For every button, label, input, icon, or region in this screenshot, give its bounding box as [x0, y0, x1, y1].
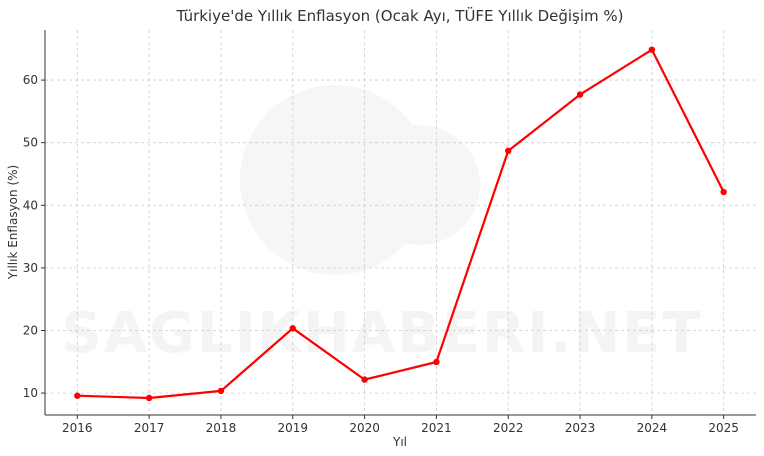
data-point: [289, 325, 296, 332]
y-tick-label: 30: [23, 261, 38, 275]
x-tick-label: 2017: [134, 421, 165, 435]
series-line: [77, 48, 725, 400]
data-point: [217, 387, 225, 395]
y-tick-label: 20: [23, 323, 38, 337]
x-tick-label: 2016: [62, 421, 93, 435]
y-tick-label: 60: [23, 73, 38, 87]
data-point: [433, 358, 440, 366]
data-point: [648, 46, 656, 53]
y-ticks: 10 20 30 40 50 60: [23, 73, 45, 400]
watermark: SAGLIKHABERI.NET: [61, 85, 702, 366]
watermark-logo-icon: [240, 85, 480, 275]
data-point: [145, 394, 153, 402]
data-point: [505, 147, 512, 155]
x-tick-label: 2024: [637, 421, 668, 435]
x-ticks: 2016 2017 2018 2019 2020 2021 2022 2023 2024 2025: [62, 415, 739, 435]
x-tick-label: 2023: [565, 421, 596, 435]
x-tick-label: 2021: [421, 421, 452, 435]
series-layer: [74, 46, 727, 402]
x-tick-label: 2019: [277, 421, 308, 435]
y-tick-label: 40: [23, 198, 38, 212]
x-tick-label: 2020: [349, 421, 380, 435]
data-point: [361, 376, 368, 383]
x-tick-label: 2022: [493, 421, 524, 435]
x-axis-label: Yıl: [392, 435, 407, 449]
chart-title: Türkiye'de Yıllık Enflasyon (Ocak Ayı, T…: [175, 6, 623, 25]
x-tick-label: 2018: [206, 421, 237, 435]
x-tick-label: 2025: [708, 421, 739, 435]
axes-layer: [44, 30, 756, 416]
y-tick-label: 50: [23, 136, 38, 150]
y-axis-label: Yıllık Enflasyon (%): [6, 165, 20, 280]
watermark-text: SAGLIKHABERI.NET: [61, 301, 702, 366]
data-point: [74, 392, 81, 399]
grid-layer: [45, 30, 756, 415]
data-point: [576, 91, 584, 98]
y-tick-label: 10: [23, 386, 38, 400]
data-point: [720, 188, 727, 196]
